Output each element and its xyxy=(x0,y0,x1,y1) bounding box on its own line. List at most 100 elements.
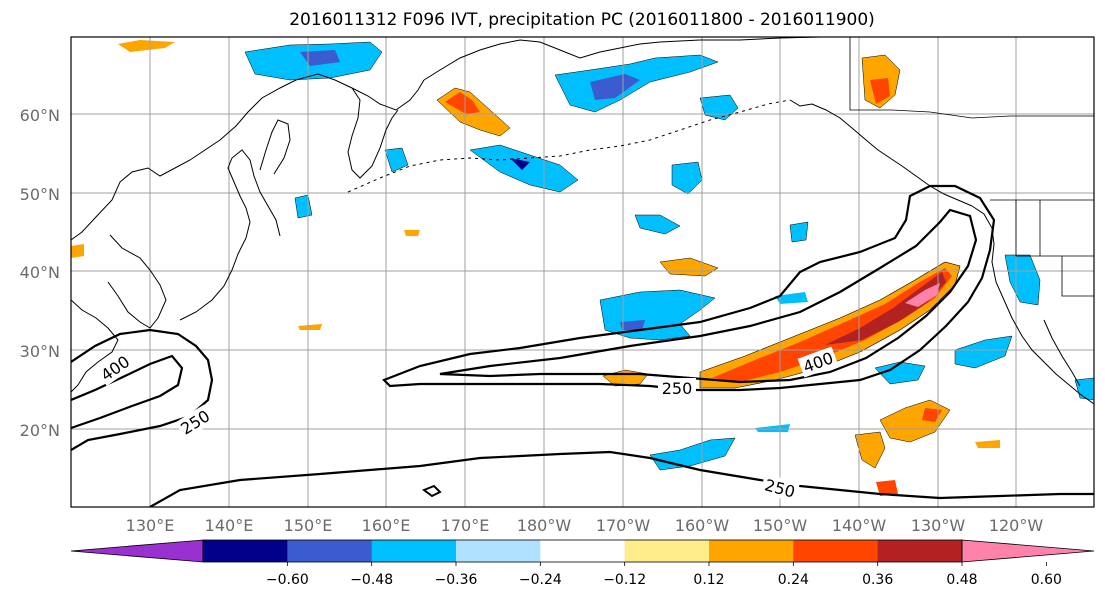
colorbar xyxy=(70,539,1095,563)
lon-label: 160°W xyxy=(675,516,730,535)
colorbar-tick-labels: −0.60 −0.48 −0.36 −0.24 −0.12 0.12 0.24 0.36 0.4… xyxy=(266,562,1062,588)
lon-label: 160°E xyxy=(362,516,411,535)
lat-label-30n: 30°N xyxy=(20,342,60,361)
coastline-kamchatka xyxy=(347,87,399,179)
precip-band-orange-red xyxy=(712,268,952,382)
precip-band-pink xyxy=(905,283,940,307)
precip-negative-patch xyxy=(1004,254,1041,306)
colorbar-tick-label: 0.60 xyxy=(1031,572,1062,588)
colorbar-tick-label: 0.24 xyxy=(778,572,809,588)
coastline-alaska-south xyxy=(789,99,973,207)
lon-label: 180°W xyxy=(517,516,572,535)
precip-positive-patch xyxy=(922,408,942,422)
contour-label-250-center: 250 xyxy=(662,379,693,398)
coastlines xyxy=(71,37,1094,405)
longitude-labels: 130°E 140°E 150°E 160°E 170°E 180°W 170°W 160°W… xyxy=(126,516,1044,535)
precip-negative-patch xyxy=(874,361,926,385)
precip-positive-patch xyxy=(975,440,1000,448)
lon-label: 120°W xyxy=(989,516,1044,535)
contour-400-west xyxy=(71,354,184,430)
colorbar-tick-label: 0.48 xyxy=(946,572,977,588)
contour-label-halo xyxy=(175,404,215,440)
coastline-aleutians xyxy=(347,99,791,193)
colorbar-tick-label: −0.60 xyxy=(266,572,309,588)
map-title: 2016011312 F096 IVT, precipitation PC (2… xyxy=(289,10,875,30)
boundary-us-states xyxy=(990,199,1094,297)
precip-negative-patch xyxy=(510,158,530,170)
colorbar-outline xyxy=(202,539,963,563)
contour-label-halo xyxy=(797,346,839,378)
precip-positive-patch xyxy=(118,40,175,52)
coastline-sakhalin xyxy=(259,119,291,175)
precip-negative-patch xyxy=(590,74,640,100)
precip-negative-patch xyxy=(384,147,409,173)
lat-label-60n: 60°N xyxy=(20,106,60,125)
coastline-korea xyxy=(107,234,167,329)
coastline-japan xyxy=(179,149,281,321)
contour-label-halo xyxy=(760,473,800,503)
contour-250-south xyxy=(149,450,1094,507)
lon-label: 140°W xyxy=(832,516,887,535)
precip-negative-patch xyxy=(671,161,703,195)
colorbar-extend-high xyxy=(961,539,1095,563)
precip-positive-patch xyxy=(445,92,480,114)
colorbar-segment xyxy=(287,540,373,562)
coastline-china xyxy=(71,299,119,393)
coastline-baja xyxy=(1043,319,1081,387)
precip-positive-patch xyxy=(404,230,420,236)
lon-label: 170°E xyxy=(441,516,490,535)
lat-label-20n: 20°N xyxy=(20,421,60,440)
gridlines xyxy=(71,37,1094,507)
contour-label-halo xyxy=(95,350,135,386)
colorbar-segment xyxy=(456,540,541,562)
lon-label: 150°W xyxy=(753,516,808,535)
colorbar-tick-label: −0.12 xyxy=(603,572,646,588)
precip-positive-patch xyxy=(876,480,898,496)
lat-label-50n: 50°N xyxy=(20,185,60,204)
contour-small-loop xyxy=(421,484,442,498)
colorbar-extend-low xyxy=(70,539,204,563)
precip-negative-patch xyxy=(755,424,790,432)
coastline-asia xyxy=(71,73,425,241)
precip-positive-patch xyxy=(298,324,322,330)
precip-negative-patch xyxy=(469,144,579,193)
lon-label: 130°E xyxy=(126,516,175,535)
colorbar-tick-label: −0.48 xyxy=(350,572,393,588)
precip-band-dark-red xyxy=(825,272,946,345)
colorbar-segment xyxy=(203,540,288,562)
colorbar-tick-label: 0.12 xyxy=(693,572,724,588)
precip-positive-patch xyxy=(870,78,890,104)
precip-negative-patch xyxy=(300,50,340,66)
coastline-alaska xyxy=(423,37,821,81)
map-panel: 400 250 250 400 250 xyxy=(71,37,1094,507)
lon-label: 150°E xyxy=(284,516,333,535)
precip-negative-patch xyxy=(954,335,1013,369)
precip-positive-patch xyxy=(854,431,886,469)
map-frame xyxy=(70,36,1095,508)
boundary-canada-us xyxy=(849,37,1094,119)
lon-label: 130°W xyxy=(911,516,966,535)
contour-400-main xyxy=(439,208,978,384)
colorbar-tick-label: −0.36 xyxy=(435,572,478,588)
precip-negative-patch xyxy=(789,221,809,243)
colorbar-segment xyxy=(371,540,457,562)
precip-negative-patch xyxy=(620,320,645,330)
colorbar-segment xyxy=(709,540,794,562)
precip-shading xyxy=(71,40,1094,496)
contour-label-halo xyxy=(658,378,696,398)
colorbar-segment xyxy=(540,540,626,562)
contour-250-main xyxy=(382,184,996,392)
colorbar-segment xyxy=(793,540,879,562)
colorbar-tick-label: −0.24 xyxy=(519,572,562,588)
latitude-labels: 20°N 30°N 40°N 50°N 60°N xyxy=(20,106,60,440)
lat-label-40n: 40°N xyxy=(20,263,60,282)
contour-250-west xyxy=(71,328,214,451)
precip-positive-patch xyxy=(71,244,84,258)
colorbar-segment xyxy=(877,540,963,562)
ivt-contours xyxy=(71,184,1094,507)
colorbar-tick-label: 0.36 xyxy=(862,572,893,588)
precip-negative-patch xyxy=(775,292,808,304)
lon-label: 140°E xyxy=(205,516,254,535)
colorbar-segment xyxy=(624,540,710,562)
